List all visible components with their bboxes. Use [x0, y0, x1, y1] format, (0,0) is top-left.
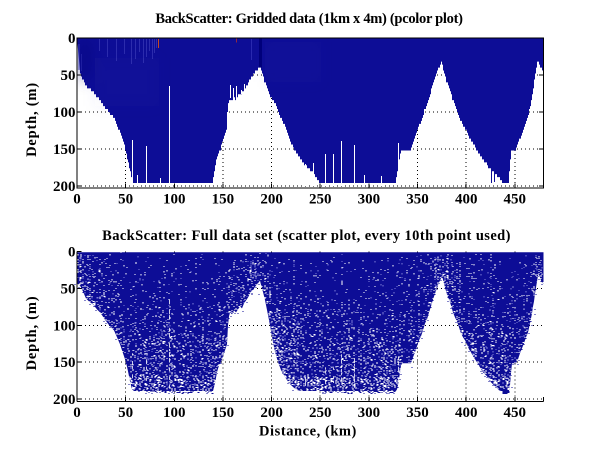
svg-text:250: 250 — [309, 405, 332, 421]
svg-text:Distance, (km): Distance, (km) — [259, 424, 357, 440]
svg-text:100: 100 — [53, 318, 76, 334]
svg-text:350: 350 — [406, 191, 429, 207]
svg-text:50: 50 — [61, 68, 76, 84]
svg-text:200: 200 — [53, 392, 76, 408]
svg-text:150: 150 — [53, 355, 76, 371]
svg-text:BackScatter: Full data set (sc: BackScatter: Full data set (scatter plot… — [102, 228, 511, 244]
svg-text:200: 200 — [53, 179, 76, 195]
svg-text:400: 400 — [455, 405, 478, 421]
svg-text:450: 450 — [504, 191, 527, 207]
svg-text:350: 350 — [406, 405, 429, 421]
svg-text:50: 50 — [118, 191, 133, 207]
svg-text:Depth, (m): Depth, (m) — [24, 82, 40, 157]
svg-text:100: 100 — [53, 105, 76, 121]
svg-text:200: 200 — [260, 191, 283, 207]
svg-text:BackScatter: Gridded data (1km: BackScatter: Gridded data (1km x 4m) (pc… — [155, 11, 463, 27]
svg-text:100: 100 — [163, 405, 186, 421]
svg-text:0: 0 — [68, 31, 76, 47]
svg-text:0: 0 — [68, 245, 76, 261]
svg-text:300: 300 — [358, 191, 381, 207]
svg-text:150: 150 — [212, 191, 235, 207]
svg-text:100: 100 — [163, 191, 186, 207]
svg-text:200: 200 — [260, 405, 283, 421]
svg-text:0: 0 — [73, 191, 81, 207]
svg-text:300: 300 — [358, 405, 381, 421]
svg-text:Depth, (m): Depth, (m) — [24, 296, 40, 371]
svg-text:400: 400 — [455, 191, 478, 207]
svg-text:150: 150 — [53, 142, 76, 158]
svg-text:50: 50 — [118, 405, 133, 421]
svg-text:150: 150 — [212, 405, 235, 421]
svg-text:250: 250 — [309, 191, 332, 207]
svg-text:50: 50 — [61, 282, 76, 298]
svg-text:0: 0 — [73, 405, 81, 421]
svg-text:450: 450 — [504, 405, 527, 421]
